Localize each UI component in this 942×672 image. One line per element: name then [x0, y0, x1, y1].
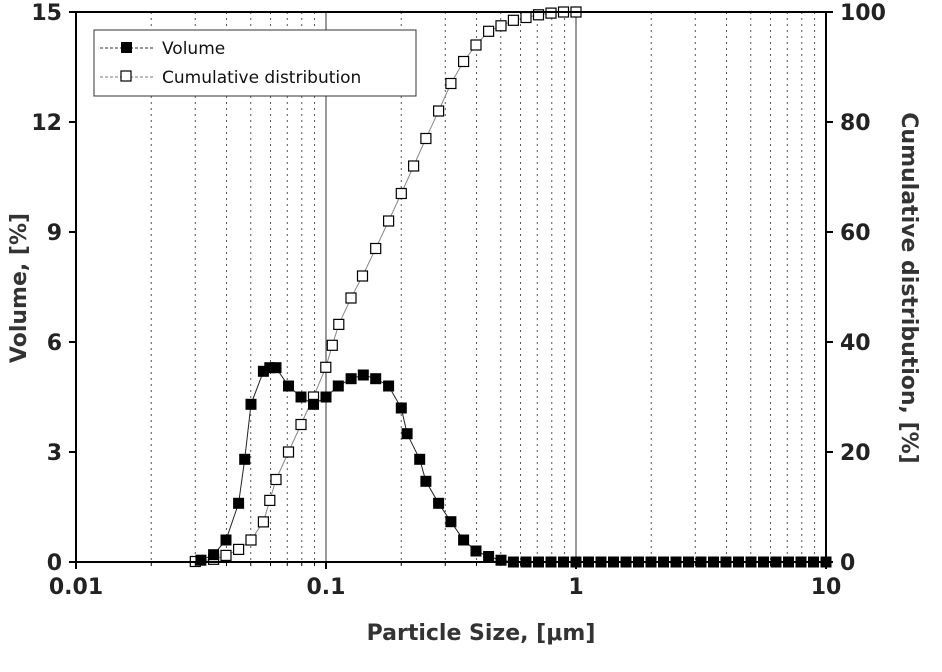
cumulative-point [284, 447, 294, 457]
volume-point [239, 454, 250, 465]
y-right-tick-label: 100 [840, 1, 886, 26]
cumulative-point [321, 362, 331, 372]
cumulative-point [396, 189, 406, 199]
cumulative-point [496, 21, 506, 31]
x-axis-title: Particle Size, [μm] [367, 621, 596, 646]
cumulative-point [446, 79, 456, 89]
volume-point [208, 549, 219, 560]
cumulative-point [327, 340, 337, 350]
cumulative-point [234, 544, 244, 554]
x-tick-label: 0.01 [49, 575, 103, 600]
legend-volume-marker [121, 42, 132, 53]
cumulative-point [265, 495, 275, 505]
y-left-tick-label: 15 [31, 1, 62, 26]
y-left-tick-label: 6 [47, 331, 62, 356]
volume-point [233, 498, 244, 509]
volume-point [458, 535, 469, 546]
x-tick-label: 0.1 [307, 575, 346, 600]
y-left-tick-label: 3 [47, 441, 62, 466]
volume-point [414, 454, 425, 465]
cumulative-point [371, 244, 381, 254]
volume-point [420, 476, 431, 487]
cumulative-point [459, 57, 469, 67]
volume-point [471, 546, 482, 557]
cumulative-point [484, 26, 494, 36]
x-tick-label: 10 [811, 575, 842, 600]
y-right-tick-label: 60 [840, 221, 871, 246]
y-left-tick-label: 12 [31, 111, 62, 136]
legend-volume-label: Volume [162, 39, 225, 59]
y-right-tick-label: 0 [840, 551, 855, 576]
legend-cumulative-marker [121, 71, 131, 81]
cumulative-point [521, 13, 531, 23]
cumulative-point [471, 40, 481, 50]
cumulative-point [434, 106, 444, 116]
cumulative-point [271, 475, 281, 485]
cumulative-point [334, 319, 344, 329]
volume-point [296, 392, 307, 403]
y-right-tick-label: 40 [840, 331, 871, 356]
legend-cumulative-label: Cumulative distribution [162, 68, 361, 88]
legend: Volume Cumulative distribution [94, 30, 416, 96]
y-right-axis-title: Cumulative distribution, [%] [896, 112, 921, 463]
volume-point [358, 370, 369, 381]
cumulative-point [346, 293, 356, 303]
volume-point [483, 551, 494, 562]
volume-point [445, 516, 456, 527]
cumulative-point [421, 134, 431, 144]
cumulative-point [258, 517, 268, 527]
volume-point [195, 555, 206, 566]
cumulative-point [384, 216, 394, 226]
y-left-tick-label: 0 [47, 551, 62, 576]
volume-point [283, 381, 294, 392]
volume-point [383, 381, 394, 392]
x-tick-label: 1 [568, 575, 583, 600]
y-right-tick-label: 20 [840, 441, 871, 466]
volume-point [370, 373, 381, 384]
cumulative-point [296, 420, 306, 430]
cumulative-point [358, 271, 368, 281]
volume-point [396, 403, 407, 414]
y-left-tick-label: 9 [47, 221, 62, 246]
y-right-tick-label: 80 [840, 111, 871, 136]
y-left-axis-title: Volume, [%] [7, 213, 32, 363]
volume-point [433, 498, 444, 509]
cumulative-point [409, 161, 419, 171]
volume-point [321, 392, 332, 403]
cumulative-point [508, 15, 518, 25]
volume-point [271, 362, 282, 373]
volume-point [221, 535, 232, 546]
volume-point [246, 399, 257, 410]
cumulative-point [546, 8, 556, 18]
volume-point [308, 399, 319, 410]
volume-point [346, 373, 357, 384]
cumulative-point [246, 535, 256, 545]
volume-point [333, 381, 344, 392]
cumulative-point [221, 550, 231, 560]
volume-point [402, 428, 413, 439]
